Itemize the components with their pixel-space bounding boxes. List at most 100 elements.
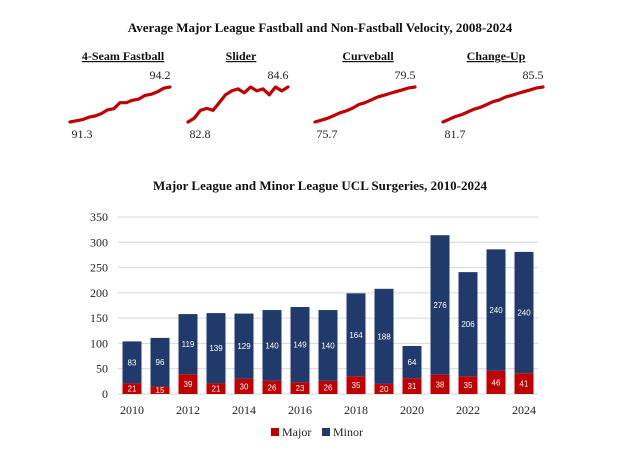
bar-major-2013 <box>206 383 226 394</box>
bar-minor-2023 <box>486 249 506 371</box>
velocity-sparklines: 4-Seam Fastball 91.3 94.2 Slider 82.8 84.6 Cur… <box>68 49 545 141</box>
data-label-minor: 276 <box>433 301 447 310</box>
data-label-major: 26 <box>268 383 277 392</box>
bar-minor-2019 <box>374 288 394 384</box>
bar-minor-2012 <box>178 314 198 375</box>
bar-major-2023 <box>486 370 506 394</box>
data-label-major: 30 <box>240 382 249 391</box>
bar-major-2024 <box>514 373 534 394</box>
x-tick-label: 2014 <box>232 403 256 417</box>
bar-minor-2018 <box>346 293 366 377</box>
data-label-minor: 139 <box>209 344 223 353</box>
data-label-minor: 164 <box>349 331 363 340</box>
data-label-minor: 129 <box>237 342 251 351</box>
bar-major-2020 <box>402 378 422 394</box>
data-label-major: 23 <box>296 384 305 393</box>
bar-major-2012 <box>178 374 198 394</box>
y-tick-label: 250 <box>90 261 108 275</box>
data-label-minor: 64 <box>408 358 417 367</box>
slider-panel-title: Slider <box>226 49 257 63</box>
bar-minor-2020 <box>402 345 422 379</box>
y-tick-label: 100 <box>90 336 108 350</box>
x-tick-label: 2022 <box>456 403 480 417</box>
curveball-panel-title: Curveball <box>342 49 394 63</box>
data-label-minor: 188 <box>377 332 391 341</box>
bar-minor-2022 <box>458 272 478 377</box>
legend-minor-swatch <box>322 428 330 436</box>
bar-minor-2024 <box>514 251 534 374</box>
change-up-panel-title: Change-Up <box>467 49 526 63</box>
y-tick-label: 150 <box>90 311 108 325</box>
data-label-minor: 96 <box>156 358 165 367</box>
data-label-major: 35 <box>464 381 473 390</box>
bar-major-2011 <box>150 386 170 394</box>
data-label-minor: 240 <box>489 306 503 315</box>
y-tick-label: 300 <box>90 235 108 249</box>
curveball-start-value: 75.7 <box>317 127 338 141</box>
data-label-major: 21 <box>128 385 137 394</box>
slider-end-value: 84.6 <box>268 68 289 82</box>
bar-major-2019 <box>374 383 394 394</box>
data-label-minor: 83 <box>128 358 137 367</box>
x-tick-label: 2016 <box>288 403 312 417</box>
x-tick-label: 2010 <box>120 403 144 417</box>
data-label-major: 41 <box>520 380 529 389</box>
change-up-start-value: 81.7 <box>445 127 466 141</box>
bar-minor-2013 <box>206 313 226 384</box>
data-label-major: 20 <box>380 385 389 394</box>
velocity-chart-title: Average Major League Fastball and Non-Fa… <box>128 20 513 35</box>
bar-minor-2010 <box>122 341 142 384</box>
data-label-major: 31 <box>408 382 417 391</box>
bar-major-2010 <box>122 383 142 394</box>
y-tick-label: 0 <box>102 387 108 401</box>
x-tick-label: 2012 <box>176 403 200 417</box>
data-label-major: 46 <box>492 378 501 387</box>
x-tick-label: 2018 <box>344 403 368 417</box>
bar-major-2021 <box>430 374 450 394</box>
x-tick-label: 2024 <box>512 403 536 417</box>
data-label-minor: 149 <box>293 341 307 350</box>
change-up-velocity-line <box>441 85 545 124</box>
curveball-velocity-line <box>313 85 417 124</box>
bar-major-2014 <box>234 378 254 394</box>
y-tick-label: 50 <box>96 362 108 376</box>
legend-minor-label: Minor <box>333 425 363 439</box>
4-seam-fastball-panel-title: 4-Seam Fastball <box>82 49 165 63</box>
bar-major-2017 <box>318 380 338 394</box>
y-tick-label: 200 <box>90 286 108 300</box>
legend: Major Minor <box>271 425 363 439</box>
legend-major-label: Major <box>282 425 311 439</box>
bar-minor-2017 <box>318 310 338 381</box>
data-label-minor: 240 <box>517 309 531 318</box>
curveball-end-value: 79.5 <box>395 68 416 82</box>
data-label-major: 26 <box>324 383 333 392</box>
legend-major-swatch <box>271 428 279 436</box>
4-seam-fastball-end-value: 94.2 <box>150 68 171 82</box>
bar-minor-2011 <box>150 337 170 387</box>
data-label-minor: 206 <box>461 320 475 329</box>
data-label-major: 21 <box>212 385 221 394</box>
ucl-bar-chart: 0 50 100 150 200 250 300 350 21 83 2010 15 96 39 119 20… <box>90 210 538 417</box>
bar-minor-2021 <box>430 235 450 375</box>
x-tick-label: 2020 <box>400 403 424 417</box>
data-label-minor: 140 <box>321 341 335 350</box>
4-seam-fastball-start-value: 91.3 <box>72 127 93 141</box>
data-label-minor: 119 <box>182 340 195 349</box>
data-label-major: 35 <box>352 381 361 390</box>
data-label-major: 39 <box>184 380 193 389</box>
change-up-end-value: 85.5 <box>523 68 544 82</box>
bar-major-2015 <box>262 380 282 394</box>
y-tick-label: 350 <box>90 210 108 224</box>
slider-start-value: 82.8 <box>190 127 211 141</box>
bar-minor-2015 <box>262 310 282 381</box>
bar-minor-2016 <box>290 307 310 383</box>
4-seam-fastball-velocity-line <box>68 85 172 124</box>
bar-minor-2014 <box>234 313 254 379</box>
slider-velocity-line <box>186 85 290 124</box>
bar-major-2018 <box>346 376 366 394</box>
data-label-minor: 140 <box>265 341 279 350</box>
bar-major-2016 <box>290 382 310 394</box>
bar-major-2022 <box>458 376 478 394</box>
